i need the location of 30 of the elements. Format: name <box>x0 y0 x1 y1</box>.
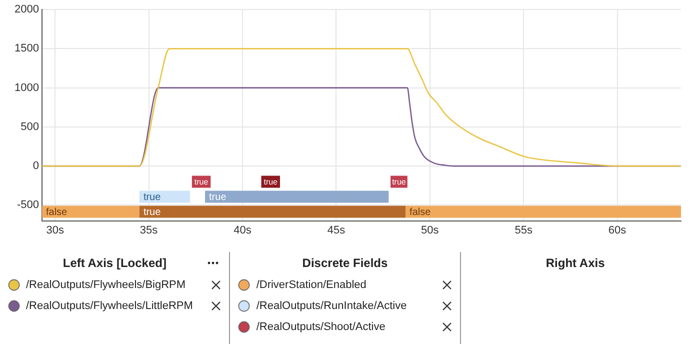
band-label: false <box>410 207 432 218</box>
x-tick-label: 50s <box>421 224 440 236</box>
y-tick-label: 500 <box>20 120 39 133</box>
x-tick-label: 55s <box>514 224 533 236</box>
x-tick-label: 35s <box>140 224 158 236</box>
band-label: true <box>264 178 278 187</box>
y-tick-label: 0 <box>32 160 39 172</box>
legend-label: /RealOutputs/Flywheels/BigRPM <box>26 278 187 290</box>
y-tick-label: -500 <box>16 199 39 212</box>
legend-label: /RealOutputs/Flywheels/LittleRPM <box>26 300 194 312</box>
band-label: true <box>209 192 227 204</box>
y-tick-label: 1000 <box>14 82 39 94</box>
line-series <box>42 48 681 167</box>
text: /RealOutputs/RunIntake/Active <box>256 300 408 312</box>
text: /DriverStation/Enabled <box>256 278 368 290</box>
x-tick-label: 30s <box>46 224 64 236</box>
band-label: true <box>194 178 209 187</box>
band-label: false <box>46 207 68 218</box>
text: /RealOutputs/Shoot/Active <box>256 320 386 332</box>
text: Discrete Fields <box>301 255 389 272</box>
y-tick-label: 1500 <box>14 42 39 55</box>
y-tick-label: 2000 <box>14 4 39 16</box>
band-label: true <box>392 178 406 187</box>
text: Left Axis [Locked] <box>62 255 168 272</box>
band-label: true <box>143 207 162 218</box>
text: Right Axis <box>544 255 606 272</box>
band-label: true <box>143 192 162 204</box>
x-tick-label: 40s <box>234 224 252 236</box>
x-tick-label: 45s <box>327 224 346 236</box>
x-tick-label: 60s <box>608 224 627 236</box>
